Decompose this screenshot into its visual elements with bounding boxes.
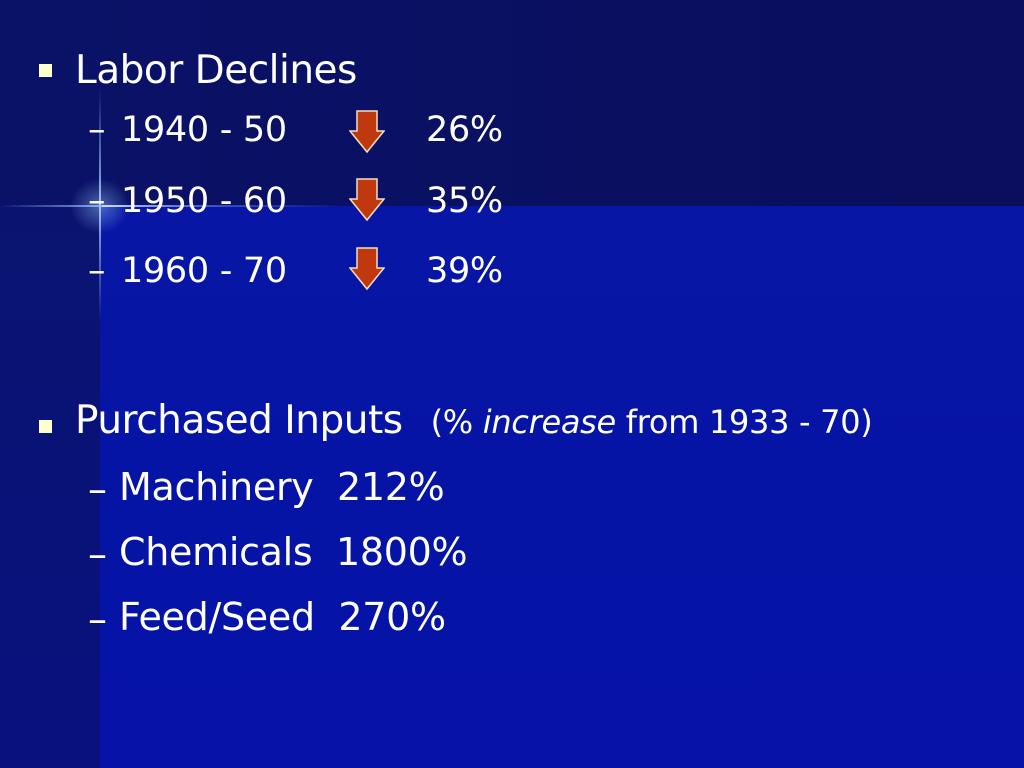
input-item-dash: – <box>88 597 107 641</box>
labor-row-value: 35% <box>426 181 503 221</box>
labor-row-value: 26% <box>426 110 503 150</box>
note-rest: from 1933 - 70) <box>625 403 873 441</box>
input-item-label: Chemicals 1800% <box>119 530 468 574</box>
down-arrow-icon <box>349 110 385 154</box>
labor-row-dash: – <box>88 110 106 150</box>
labor-declines-heading: Labor Declines <box>75 48 357 93</box>
note-open: (% <box>430 403 474 441</box>
labor-row-value: 39% <box>426 251 503 291</box>
labor-row-dash: – <box>88 251 106 291</box>
bullet-square-icon <box>39 64 52 77</box>
background-top-band <box>0 0 1024 206</box>
input-item-dash: – <box>88 467 107 511</box>
input-item-dash: – <box>88 532 107 576</box>
light-flare-vertical <box>99 90 101 320</box>
input-item-label: Feed/Seed 270% <box>119 595 446 639</box>
purchased-inputs-heading: Purchased Inputs (% increase from 1933 - … <box>75 398 873 443</box>
light-flare-horizontal <box>0 205 340 207</box>
labor-row-dash: – <box>88 181 106 221</box>
note-italic: increase <box>482 403 616 441</box>
input-item-label: Machinery 212% <box>119 465 445 509</box>
purchased-inputs-note: (% increase from 1933 - 70) <box>431 403 873 441</box>
background-main-panel <box>100 206 1024 768</box>
labor-row-period: 1950 - 60 <box>121 181 287 221</box>
down-arrow-icon <box>349 178 385 222</box>
purchased-inputs-title: Purchased Inputs <box>75 398 403 443</box>
labor-row-period: 1940 - 50 <box>121 110 287 150</box>
bullet-square-icon <box>39 420 52 433</box>
labor-row-period: 1960 - 70 <box>121 251 287 291</box>
down-arrow-icon <box>349 247 385 291</box>
background-left-band <box>0 206 100 768</box>
